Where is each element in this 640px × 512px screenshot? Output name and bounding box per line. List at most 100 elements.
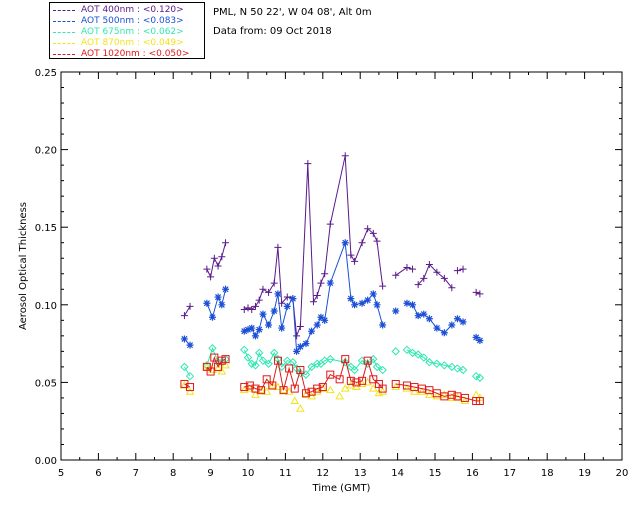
data-point bbox=[358, 376, 367, 385]
legend-swatch bbox=[53, 43, 75, 44]
data-point bbox=[433, 268, 441, 276]
data-point bbox=[265, 321, 273, 329]
series-4 bbox=[180, 353, 484, 406]
data-point bbox=[379, 282, 387, 290]
series-line bbox=[475, 375, 481, 379]
data-point bbox=[459, 265, 467, 273]
data-point bbox=[262, 375, 271, 384]
data-point bbox=[240, 345, 249, 355]
legend-label: AOT 500nm : <0.083> bbox=[81, 16, 184, 26]
data-point bbox=[251, 332, 259, 340]
data-point bbox=[312, 359, 322, 368]
data-point bbox=[425, 315, 433, 323]
data-point bbox=[251, 384, 260, 393]
series-line bbox=[183, 366, 191, 377]
x-tick-label: 14 bbox=[391, 468, 404, 479]
data-point bbox=[417, 387, 427, 395]
data-point bbox=[402, 345, 412, 355]
data-point bbox=[186, 341, 194, 349]
data-point bbox=[218, 253, 226, 261]
data-point bbox=[364, 296, 372, 304]
data-point bbox=[440, 274, 448, 282]
data-point bbox=[341, 358, 350, 367]
data-point bbox=[369, 375, 378, 384]
data-point bbox=[296, 343, 304, 351]
data-point bbox=[335, 391, 345, 400]
legend-swatch bbox=[53, 21, 75, 22]
data-point bbox=[402, 384, 412, 392]
series-0 bbox=[180, 152, 484, 340]
data-point bbox=[244, 304, 252, 312]
data-point bbox=[251, 361, 260, 370]
data-point bbox=[222, 285, 230, 293]
data-point bbox=[476, 336, 484, 344]
series-3 bbox=[180, 360, 485, 412]
data-point bbox=[326, 370, 335, 379]
data-point bbox=[346, 376, 355, 385]
data-point bbox=[248, 324, 256, 332]
data-point bbox=[244, 326, 252, 334]
data-point bbox=[363, 356, 372, 365]
legend-entry-1020nm: AOT 1020nm : <0.050> bbox=[50, 49, 206, 60]
data-point bbox=[351, 301, 359, 309]
data-point bbox=[403, 299, 411, 307]
data-point bbox=[214, 293, 222, 301]
data-point bbox=[358, 239, 366, 247]
data-point bbox=[289, 295, 297, 303]
data-point bbox=[351, 257, 359, 265]
data-point bbox=[273, 356, 282, 365]
y-axis-label: Aerosol Optical Thickness bbox=[18, 202, 29, 330]
data-point bbox=[420, 310, 428, 318]
x-tick-label: 18 bbox=[541, 468, 554, 479]
data-point bbox=[326, 220, 334, 228]
data-point bbox=[326, 279, 334, 287]
data-point bbox=[414, 281, 422, 289]
legend-label: AOT 870nm : <0.049> bbox=[81, 38, 184, 48]
data-point bbox=[274, 243, 282, 251]
data-point bbox=[419, 353, 428, 362]
data-point bbox=[369, 290, 377, 298]
data-point bbox=[391, 379, 400, 388]
data-point bbox=[278, 324, 286, 332]
plot-frame bbox=[60, 71, 623, 461]
data-point bbox=[373, 301, 381, 309]
legend: AOT 400nm : <0.120> AOT 500nm : <0.083> … bbox=[49, 2, 205, 59]
data-point bbox=[274, 290, 282, 298]
data-point bbox=[296, 368, 305, 378]
data-point bbox=[420, 274, 428, 282]
data-point bbox=[186, 383, 195, 392]
data-point bbox=[392, 271, 400, 279]
data-point bbox=[440, 329, 448, 337]
series-line bbox=[206, 242, 227, 279]
legend-entry-870nm: AOT 870nm : <0.049> bbox=[50, 38, 206, 49]
legend-swatch bbox=[53, 32, 75, 33]
data-point bbox=[372, 362, 382, 372]
data-point bbox=[251, 302, 259, 310]
data-point bbox=[391, 382, 401, 391]
data-point bbox=[251, 390, 260, 398]
legend-label: AOT 675nm : <0.062> bbox=[81, 27, 184, 37]
data-point bbox=[180, 335, 188, 343]
series-line bbox=[244, 357, 383, 394]
data-point bbox=[447, 390, 456, 399]
data-point bbox=[304, 160, 312, 168]
data-point bbox=[180, 362, 189, 372]
data-point bbox=[379, 321, 387, 329]
data-point bbox=[317, 279, 325, 287]
data-point bbox=[413, 350, 423, 359]
series-line bbox=[244, 242, 384, 353]
data-point bbox=[240, 305, 248, 313]
data-point bbox=[425, 390, 434, 398]
data-point bbox=[409, 301, 417, 309]
y-tick-label: 0.05 bbox=[35, 378, 57, 389]
data-point bbox=[358, 299, 366, 307]
data-point bbox=[378, 384, 387, 393]
data-point bbox=[350, 365, 359, 375]
data-point bbox=[185, 371, 195, 381]
data-point bbox=[335, 375, 344, 384]
data-point bbox=[222, 239, 230, 247]
y-tick-label: 0.10 bbox=[35, 301, 57, 312]
legend-swatch bbox=[53, 54, 75, 55]
data-point bbox=[363, 359, 372, 368]
data-point bbox=[240, 383, 249, 392]
